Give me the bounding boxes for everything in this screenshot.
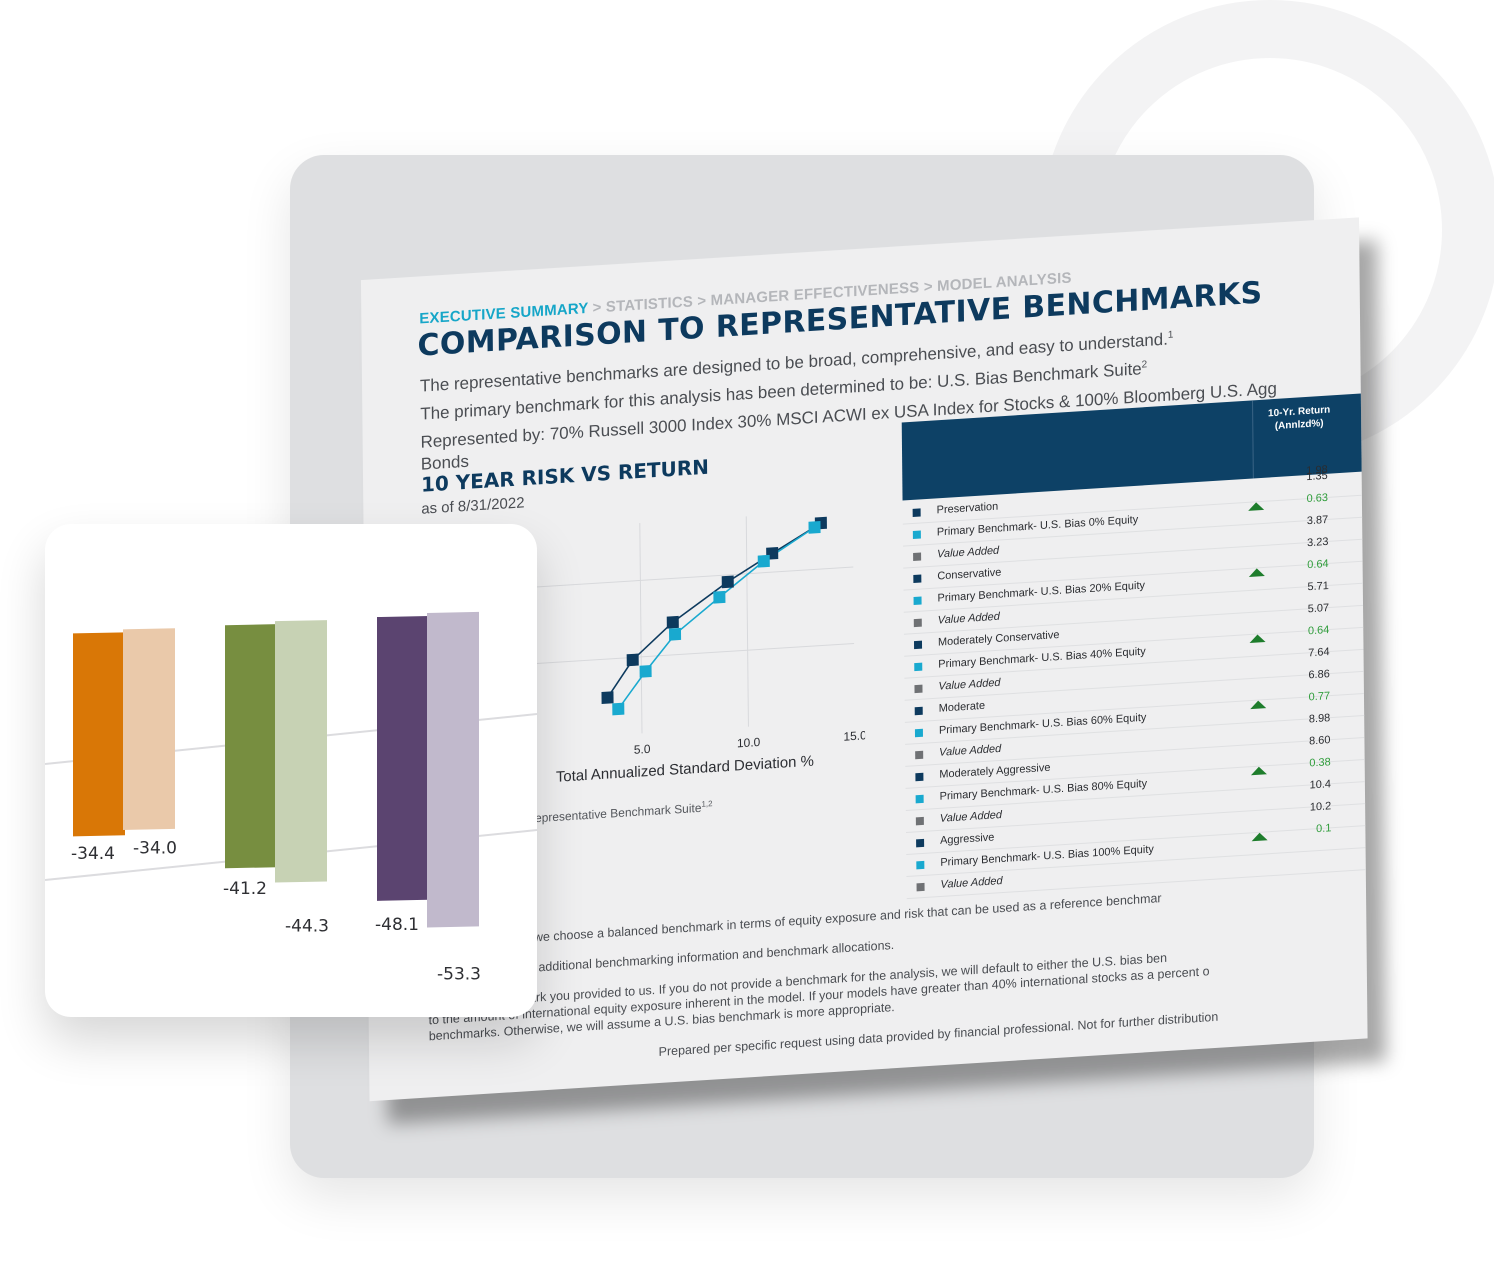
up-arrow-icon — [1250, 700, 1267, 710]
row-value: 5.07 — [1307, 601, 1330, 616]
up-arrow-icon — [1249, 634, 1266, 644]
risk-return-chart: 5.0 10.0 15.0 — [533, 516, 865, 757]
data-point — [639, 664, 652, 678]
row-value: 10.4 — [1309, 778, 1332, 792]
series-lines — [606, 522, 822, 710]
row-value: 0.77 — [1308, 690, 1331, 704]
legend-swatch — [914, 728, 923, 738]
bar-value-label: -41.2 — [223, 879, 267, 899]
row-label: Preservation — [936, 500, 999, 517]
data-point — [668, 627, 682, 641]
series-line — [617, 526, 815, 710]
legend-swatch — [913, 618, 922, 628]
vertical-gridline — [639, 523, 643, 734]
up-arrow-icon — [1251, 832, 1268, 842]
row-value: 0.38 — [1309, 756, 1331, 770]
legend-swatch — [913, 596, 922, 606]
legend-swatch — [912, 508, 921, 517]
x-tick-label: 5.0 — [634, 742, 651, 757]
row-label: Conservative — [937, 566, 1002, 583]
report-page: EXECUTIVE SUMMARY > STATISTICS > MANAGER… — [360, 127, 1368, 1102]
bar — [73, 632, 125, 837]
x-tick-label: 10.0 — [737, 735, 761, 750]
legend-swatch — [916, 838, 925, 848]
horizontal-gridline — [534, 643, 855, 665]
bar-value-label: -53.3 — [437, 964, 481, 984]
report-sheet: EXECUTIVE SUMMARY > STATISTICS > MANAGER… — [360, 217, 1368, 1102]
legend-swatch — [915, 772, 924, 782]
up-arrow-icon — [1250, 766, 1267, 776]
row-value: 7.64 — [1308, 646, 1330, 660]
data-point — [757, 554, 770, 568]
horizontal-gridline — [533, 566, 854, 588]
legend-swatch — [916, 882, 925, 892]
row-label: Value Added — [939, 742, 1002, 759]
legend-swatch — [915, 794, 924, 804]
row-label: Aggressive — [939, 831, 995, 847]
legend-swatch — [913, 574, 922, 584]
chart-grid — [533, 516, 855, 734]
bar-value-label: -48.1 — [375, 915, 419, 935]
legend-swatch — [914, 640, 923, 650]
suite-note: Representative Benchmark Suite1,2 — [526, 799, 713, 826]
row-value: 3.23 — [1306, 535, 1329, 550]
return-column-header: 10-Yr. Return (Annlzd%) — [1267, 404, 1331, 433]
row-label: Value Added — [939, 808, 1002, 825]
bar — [275, 620, 327, 883]
drawdown-bar-chart: -34.4 -34.0 -41.2 -44.3 -48.1 -53.3 — [45, 611, 537, 985]
data-point — [612, 702, 625, 716]
series-points — [601, 516, 827, 716]
row-label: Value Added — [940, 875, 1003, 891]
up-arrow-icon — [1248, 501, 1265, 511]
data-point — [721, 575, 734, 589]
row-label: Moderate — [938, 699, 986, 715]
data-point — [808, 521, 821, 534]
legend-swatch — [912, 530, 921, 539]
legend-swatch — [915, 750, 924, 760]
row-value: 0.64 — [1307, 623, 1330, 638]
footnote-1: ning a benchmark, we choose a balanced b… — [427, 891, 1162, 952]
bar-marks — [73, 611, 479, 928]
row-label: Moderately Aggressive — [939, 761, 1051, 781]
row-value: 10.2 — [1309, 800, 1332, 814]
bar — [123, 628, 175, 830]
row-value: 6.86 — [1308, 668, 1330, 682]
legend-swatch — [913, 552, 922, 561]
bar — [427, 611, 479, 928]
legend-swatch — [916, 860, 925, 870]
legend-swatch — [914, 706, 923, 716]
row-value: 8.98 — [1308, 712, 1331, 726]
x-tick-label: 15.0 — [843, 728, 865, 743]
row-value: 5.71 — [1307, 579, 1329, 594]
vertical-gridline — [745, 516, 749, 727]
row-value: 8.60 — [1309, 734, 1331, 748]
row-value: 3.87 — [1306, 513, 1329, 528]
row-value: 1.35 — [1306, 469, 1328, 484]
bar — [225, 624, 277, 869]
up-arrow-icon — [1248, 567, 1265, 577]
row-label: Moderately Conservative — [937, 628, 1060, 649]
bar-value-label: -34.4 — [71, 844, 115, 864]
bar-value-labels: -34.4 -34.0 -41.2 -44.3 -48.1 -53.3 — [71, 839, 481, 985]
bar-chart-card: -34.4 -34.0 -41.2 -44.3 -48.1 -53.3 — [45, 524, 537, 1017]
data-point — [666, 615, 679, 629]
bar-value-label: -34.0 — [133, 839, 177, 859]
data-point — [626, 653, 639, 667]
legend-swatch — [915, 816, 924, 826]
data-point — [601, 691, 614, 705]
row-value: 0.64 — [1307, 557, 1329, 572]
row-label: Value Added — [937, 610, 1000, 627]
bar — [377, 615, 429, 901]
data-point — [713, 590, 726, 604]
row-value: 0.1 — [1316, 822, 1332, 836]
benchmark-table: 1.98 Preservation 1.35 Primary Benchmark- … — [902, 464, 1366, 900]
bar-value-label: -44.3 — [285, 916, 329, 936]
series-line — [606, 522, 822, 699]
legend-swatch — [914, 684, 923, 694]
legend-swatch — [914, 662, 923, 672]
row-label: Value Added — [936, 544, 1000, 561]
row-value: 0.63 — [1306, 491, 1329, 506]
row-label: Value Added — [938, 676, 1001, 693]
x-tick-labels: 5.0 10.0 15.0 — [634, 728, 865, 757]
